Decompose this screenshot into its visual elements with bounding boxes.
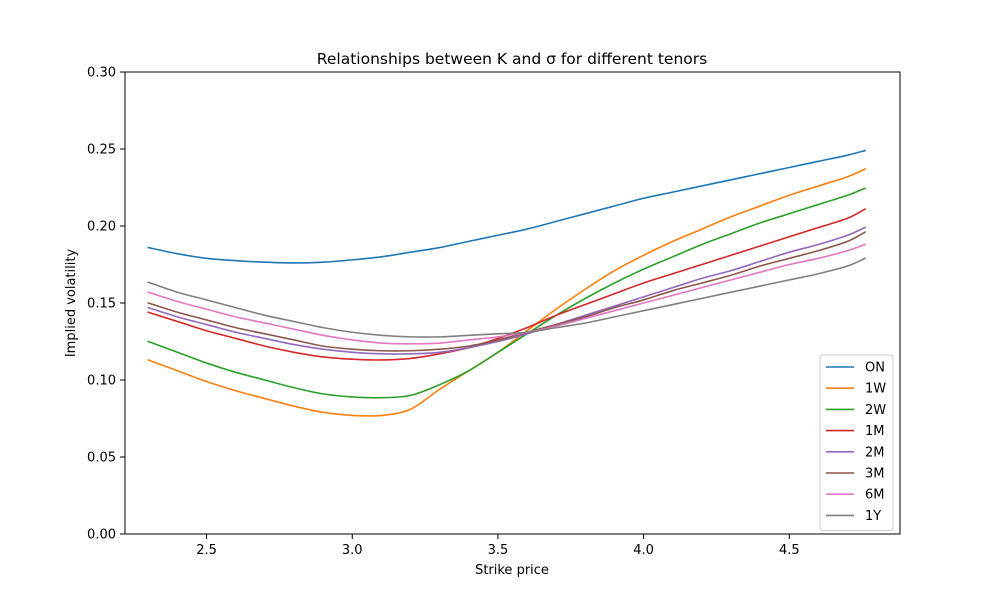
y-tick-label: 0.15 [87,297,116,312]
plot-area [147,149,867,417]
chart-title: Relationships between K and σ for differ… [317,50,707,68]
x-tick-label: 3.0 [342,543,363,558]
legend: ON 1W 2W 1M 2M 3M 6M 1Y [819,354,894,532]
legend-label-1m: 1M [865,424,885,439]
legend-label-6m: 6M [865,488,885,503]
legend-label-2m: 2M [865,445,885,460]
y-axis-label: Implied volatility [64,249,79,358]
legend-label-1y: 1Y [865,509,881,524]
series-line-1w [147,167,867,417]
y-axis: 0.00 0.05 0.10 0.15 0.20 0.25 0.30 [87,66,125,543]
series-line-2w [147,187,867,399]
x-tick-label: 3.5 [488,543,509,558]
legend-label-2w: 2W [865,403,886,418]
x-tick-label: 4.0 [633,543,654,558]
y-tick-label: 0.10 [87,374,116,389]
y-tick-label: 0.05 [87,451,116,466]
x-tick-label: 2.5 [196,543,217,558]
y-tick-label: 0.00 [87,528,116,543]
y-tick-label: 0.25 [87,143,116,158]
x-tick-label: 4.5 [779,543,800,558]
series-line-on [147,149,867,264]
legend-label-on: ON [865,361,885,376]
series-line-3m [147,231,867,352]
x-axis: 2.5 3.0 3.5 4.0 4.5 [196,534,800,558]
series-line-2m [147,226,867,355]
y-tick-label: 0.20 [87,220,116,235]
x-axis-label: Strike price [475,563,549,578]
legend-box [819,354,894,532]
series-line-6m [147,243,867,345]
legend-label-1w: 1W [865,382,886,397]
y-tick-label: 0.30 [87,66,116,81]
series-line-1y [147,257,867,338]
legend-label-3m: 3M [865,467,885,482]
plot-frame [124,71,901,535]
